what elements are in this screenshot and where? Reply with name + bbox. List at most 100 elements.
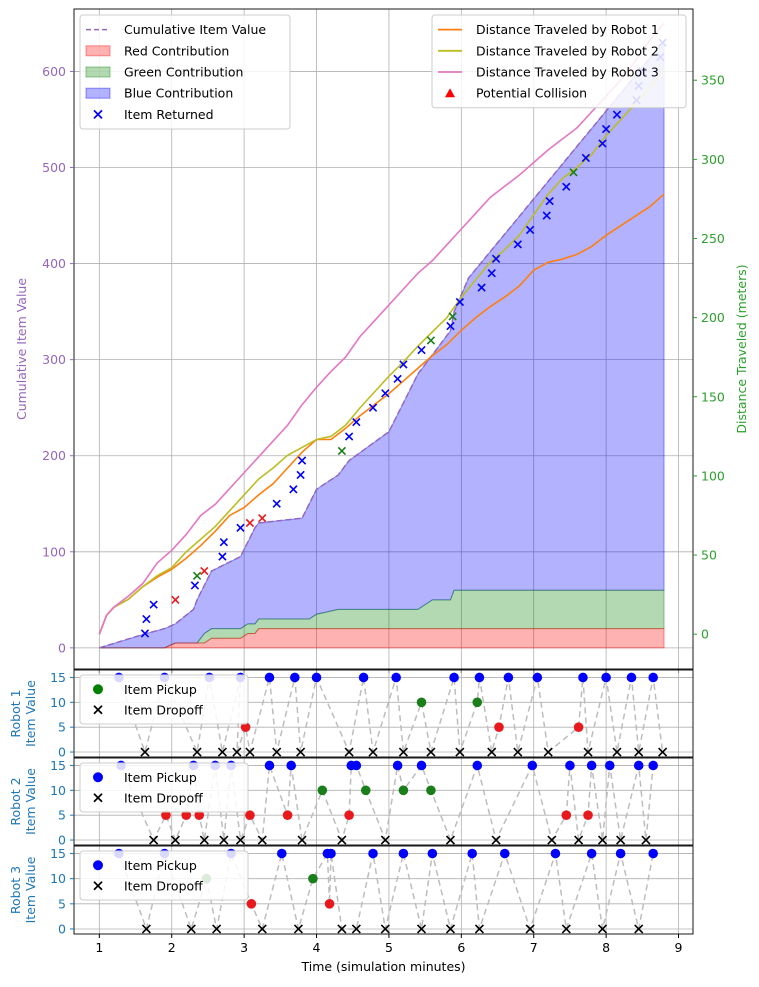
legend-label: Distance Traveled by Robot 1 bbox=[476, 22, 659, 37]
y-axis-label: Cumulative Item Value bbox=[14, 278, 29, 420]
item-pickup-marker bbox=[561, 810, 572, 820]
main-axes-frame bbox=[73, 8, 694, 670]
robot-panel-1: 0 5 10 15 Robot 1 Item Value Item Pickup Item D… bbox=[8, 669, 694, 760]
item-pickup-marker bbox=[550, 848, 561, 859]
x-tick-label: 6 bbox=[457, 940, 465, 955]
item-dropoff-marker bbox=[351, 924, 361, 934]
item-pickup-marker bbox=[648, 760, 658, 771]
item-pickup-marker bbox=[264, 760, 275, 771]
item-returned-marker bbox=[477, 283, 486, 292]
item-dropoff-marker bbox=[574, 835, 584, 845]
green-contribution-area bbox=[99, 589, 665, 649]
item-returned-marker bbox=[569, 168, 578, 177]
y-axis-label: Robot 1 bbox=[8, 689, 23, 737]
item-pickup-marker bbox=[398, 848, 409, 859]
item-returned-marker bbox=[192, 571, 202, 580]
item-dropoff-marker bbox=[612, 747, 622, 757]
item-pickup-marker bbox=[427, 848, 438, 859]
item-pickup-marker bbox=[472, 760, 483, 771]
item-dropoff-marker bbox=[416, 924, 427, 934]
item-dropoff-marker bbox=[561, 924, 571, 934]
item-returned-marker bbox=[612, 110, 622, 119]
item-pickup-marker bbox=[416, 760, 427, 771]
item-dropoff-marker bbox=[445, 835, 456, 845]
item-pickup-marker bbox=[311, 672, 322, 683]
x-tick-label: 9 bbox=[675, 940, 683, 955]
item-dropoff-marker bbox=[474, 924, 484, 934]
y-tick-label: 15 bbox=[50, 758, 66, 773]
item-pickup-marker bbox=[586, 848, 597, 859]
item-dropoff-marker bbox=[141, 924, 151, 934]
item-dropoff-marker bbox=[597, 924, 608, 934]
y-tick-label: 5 bbox=[58, 720, 66, 735]
item-pickup-marker bbox=[358, 672, 369, 683]
y-tick-label: 500 bbox=[42, 160, 66, 175]
axes-frame bbox=[73, 757, 694, 846]
item-returned-marker bbox=[296, 470, 305, 480]
y-tick-label: 100 bbox=[42, 544, 66, 559]
item-dropoff-marker bbox=[491, 835, 501, 845]
robot3-distance-line bbox=[98, 22, 665, 635]
item-pickup-marker bbox=[499, 848, 510, 859]
item-returned-marker bbox=[513, 240, 522, 249]
robot-panel-2: 0 5 10 15 Robot 2 Item Value Item Pickup Item D… bbox=[8, 757, 694, 848]
legend-label: Red Contribution bbox=[124, 43, 229, 58]
item-dropoff-marker bbox=[219, 835, 229, 845]
item-dropoff-marker bbox=[232, 747, 242, 757]
item-returned-marker bbox=[140, 629, 150, 638]
robot1-distance-line bbox=[98, 193, 665, 635]
item-pickup-marker bbox=[633, 760, 644, 771]
y-tick-label: 0 bbox=[58, 745, 66, 760]
item-pickup-marker bbox=[324, 899, 335, 909]
legend-right: Distance Traveled by Robot 1 Distance Tra… bbox=[431, 14, 687, 109]
item-dropoff-marker bbox=[272, 747, 282, 757]
item-returned-marker bbox=[601, 124, 611, 134]
item-dropoff-marker bbox=[380, 924, 390, 934]
item-returned-marker bbox=[525, 225, 535, 235]
y-tick-label: 15 bbox=[50, 846, 66, 861]
item-dropoff-marker bbox=[634, 747, 644, 757]
item-pickup-marker bbox=[472, 697, 483, 708]
item-returned-marker bbox=[142, 614, 151, 624]
legend-swatch bbox=[93, 860, 103, 871]
item-pickup-marker bbox=[527, 760, 538, 771]
legend-robot-1: Item Pickup Item Dropoff bbox=[79, 674, 249, 725]
item-pickup-marker bbox=[573, 722, 584, 732]
item-returned-marker bbox=[562, 182, 571, 191]
item-pickup-marker bbox=[245, 810, 255, 820]
item-returned-marker bbox=[417, 345, 426, 355]
legend-label: Green Contribution bbox=[124, 65, 243, 80]
item-pickup-marker bbox=[416, 697, 427, 708]
item-pickup-marker bbox=[240, 722, 251, 732]
item-pickup-marker bbox=[586, 760, 597, 771]
legend-swatch bbox=[85, 45, 111, 57]
legend-box bbox=[79, 762, 249, 813]
item-dropoff-marker bbox=[455, 747, 465, 757]
item-pickup-marker bbox=[532, 672, 543, 683]
legend-swatch bbox=[93, 881, 103, 891]
item-dropoff-marker bbox=[296, 747, 306, 757]
item-pickup-marker bbox=[317, 785, 328, 796]
legend-label: Item Pickup bbox=[124, 682, 197, 697]
item-dropoff-marker bbox=[487, 747, 497, 757]
item-pickup-marker bbox=[264, 672, 275, 683]
item-pickup-marker bbox=[648, 848, 658, 859]
item-returned-marker bbox=[219, 538, 229, 547]
robot-route-line bbox=[118, 675, 664, 755]
legend-box bbox=[79, 14, 291, 130]
item-pickup-marker bbox=[467, 848, 477, 859]
item-returned-marker bbox=[393, 374, 402, 384]
robot2-distance-line bbox=[98, 68, 665, 635]
y2-tick-label: 50 bbox=[701, 548, 717, 563]
item-dropoff-marker bbox=[658, 747, 668, 757]
item-pickup-marker bbox=[326, 848, 336, 859]
axes-frame bbox=[73, 845, 694, 935]
y2-tick-label: 200 bbox=[701, 310, 725, 325]
legend-box bbox=[79, 674, 249, 725]
item-dropoff-marker bbox=[192, 747, 202, 757]
legend-swatch bbox=[93, 793, 103, 803]
item-returned-marker bbox=[598, 139, 607, 148]
item-returned-marker bbox=[352, 417, 361, 427]
